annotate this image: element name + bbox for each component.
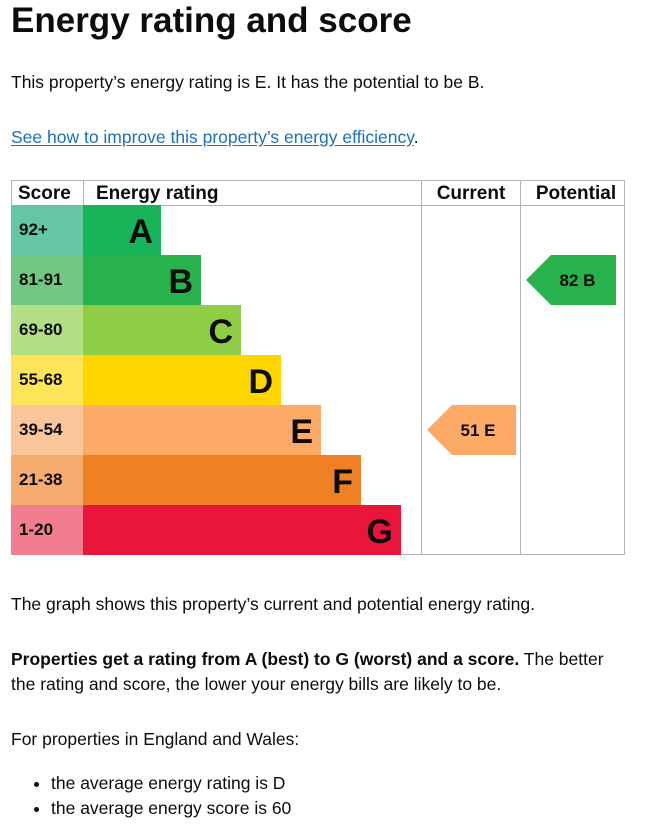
improve-paragraph: See how to improve this property’s energ… (11, 125, 419, 150)
england-wales-intro: For properties in England and Wales: (11, 729, 300, 749)
score-label-g: 1-20 (19, 520, 53, 539)
rating-letter-e: E (290, 413, 313, 451)
average-score-item: the average energy score is 60 (51, 796, 291, 821)
rating-letter-g: G (367, 513, 393, 551)
rating-bar-c (83, 305, 241, 355)
rating-letter-d: D (248, 363, 273, 401)
score-cell-e (11, 405, 83, 455)
score-label-c: 69-80 (19, 320, 62, 339)
rating-letter-c: C (208, 313, 233, 351)
potential-rating-label: 82 B (560, 271, 596, 290)
header-potential: Potential (536, 183, 616, 204)
improve-efficiency-link[interactable]: See how to improve this property’s energ… (11, 127, 414, 147)
score-cell-f (11, 455, 83, 505)
rating-bar-a (83, 205, 161, 255)
score-label-b: 81-91 (19, 270, 62, 289)
page-title: Energy rating and score (11, 1, 412, 40)
rating-bands: 92+ A 81-91 B 69-80 C 55-68 D 39-54 E 21-38 F 1-20 G (11, 205, 401, 555)
energy-rating-graph: Score Energy rating Current Potential 92… (11, 180, 625, 555)
rating-bar-e (83, 405, 321, 455)
potential-rating-arrow (526, 255, 616, 305)
score-cell-d (11, 355, 83, 405)
rating-letter-b: B (168, 263, 193, 301)
header-current: Current (437, 183, 506, 204)
score-label-f: 21-38 (19, 470, 62, 489)
rating-bar-g (83, 505, 401, 555)
averages-list: the average energy rating is D the avera… (11, 771, 291, 821)
header-energy-rating: Energy rating (96, 183, 218, 204)
average-rating-item: the average energy rating is D (51, 771, 291, 796)
rating-bar-d (83, 355, 281, 405)
improve-suffix: . (413, 127, 419, 147)
score-cell-g (11, 505, 83, 555)
graph-description: The graph shows this property’s current … (11, 594, 536, 614)
rating-arrows: 51 E 82 B (427, 255, 616, 455)
score-label-d: 55-68 (19, 370, 62, 389)
rating-bar-b (83, 255, 201, 305)
score-cell-c (11, 305, 83, 355)
rating-letter-a: A (128, 213, 153, 251)
rating-letter-f: F (332, 463, 353, 501)
rating-explainer-rest: The better the rating and score, the low… (11, 649, 604, 694)
rating-explainer: Properties get a rating from A (best) to… (11, 647, 631, 697)
current-rating-label: 51 E (461, 421, 496, 440)
rating-bar-f (83, 455, 361, 505)
rating-explainer-bold: Properties get a rating from A (best) to… (11, 649, 520, 669)
score-label-e: 39-54 (19, 420, 63, 439)
score-cell-b (11, 255, 83, 305)
header-score: Score (18, 183, 71, 204)
score-label-a: 92+ (19, 220, 48, 239)
rating-summary: This property’s energy rating is E. It h… (11, 72, 485, 92)
score-cell-a (11, 205, 83, 255)
current-rating-arrow (427, 405, 516, 455)
